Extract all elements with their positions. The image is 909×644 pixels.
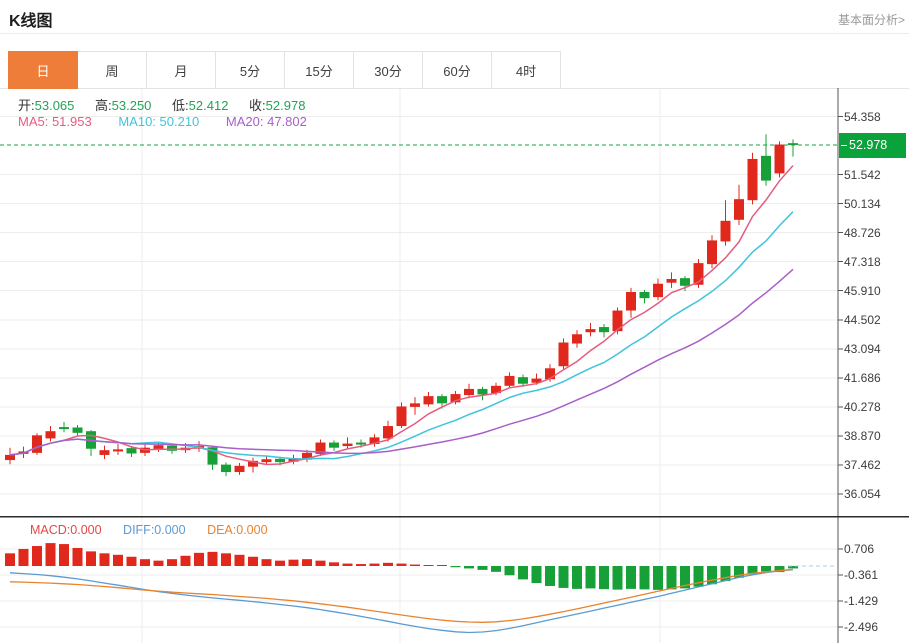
macd-axis-label: -2.496 [844,619,879,634]
fundamental-analysis-link[interactable]: 基本面分析> [837,13,905,27]
close-value: 52.978 [265,98,306,113]
price-axis-label: 37.462 [844,457,881,472]
price-axis-label: 44.502 [844,312,881,327]
dea-value: DEA:0.000 [207,523,268,537]
price-axis-label: 51.542 [844,167,881,182]
tab-day[interactable]: 日 [8,51,78,89]
close-label: 收: [249,98,266,113]
interval-tabbar: 日周月 5分 15分 30分 60分 4时 [8,51,561,89]
macd-legend: MACD:0.000 DIFF:0.000 DEA:0.000 [30,523,286,537]
price-axis-label: 40.278 [844,399,881,414]
price-axis-label: 36.054 [844,487,881,502]
price-axis-label: 50.134 [844,196,881,211]
ma10-legend: MA10: 50.210 [118,114,200,129]
ma-legend: MA5: 51.953 MA10: 50.210 MA20: 47.802 [18,114,330,129]
macd-value: MACD:0.000 [30,523,102,537]
ohlc-legend: 开:53.065 高:53.250 低:52.412 收:52.978 [18,95,322,114]
tab-60min[interactable]: 60分 [422,51,492,89]
ma5-legend: MA5: 51.953 [18,114,92,129]
current-price-tag: 52.978 [839,133,906,158]
low-value: 52.412 [188,98,229,113]
price-axis-label: 54.358 [844,109,881,124]
ma20-legend: MA20: 47.802 [225,114,307,129]
tab-30min[interactable]: 30分 [353,51,423,89]
header: K线图 基本面分析> [0,0,909,34]
price-axis-label: 48.726 [844,225,881,240]
page-title: K线图 [9,13,53,30]
low-label: 低: [172,98,189,113]
price-axis-label: 47.318 [844,254,881,269]
macd-axis-label: 0.706 [844,541,875,556]
open-label: 开: [18,98,35,113]
macd-layer [5,543,836,634]
tab-4hour[interactable]: 4时 [491,51,561,89]
candles-layer [5,134,798,477]
macd-axis-label: -1.429 [844,593,879,608]
tab-5min[interactable]: 5分 [215,51,285,89]
price-axis-label: 43.094 [844,341,881,356]
price-axis-label: 45.910 [844,283,881,298]
price-axis-label: 41.686 [844,370,881,385]
open-value: 53.065 [34,98,75,113]
tab-month[interactable]: 月 [146,51,216,89]
tab-week[interactable]: 周 [77,51,147,89]
high-label: 高: [95,98,112,113]
high-value: 53.250 [111,98,152,113]
diff-value: DIFF:0.000 [123,523,186,537]
macd-axis-label: -0.361 [844,567,879,582]
price-axis-label: 38.870 [844,428,881,443]
tab-15min[interactable]: 15分 [284,51,354,89]
